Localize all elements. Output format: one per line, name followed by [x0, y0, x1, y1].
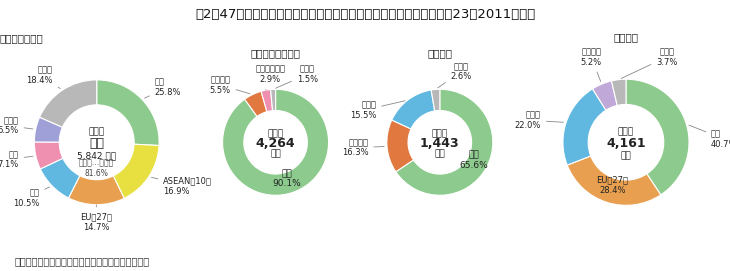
Text: アルゼンチン
2.9%: アルゼンチン 2.9%: [255, 64, 285, 90]
Text: ASEAN（10）
16.9%: ASEAN（10） 16.9%: [152, 177, 212, 196]
Wedge shape: [113, 144, 159, 198]
Wedge shape: [223, 89, 328, 195]
Text: その他
2.6%: その他 2.6%: [438, 62, 472, 88]
Text: メキシコ
5.2%: メキシコ 5.2%: [581, 47, 602, 82]
Text: 米国
65.6%: 米国 65.6%: [459, 150, 488, 170]
Text: 米国
40.7%: 米国 40.7%: [689, 125, 730, 149]
Text: ブラジル
16.3%: ブラジル 16.3%: [342, 138, 384, 157]
Wedge shape: [39, 80, 97, 127]
Wedge shape: [40, 158, 80, 198]
Text: EU（27）
14.7%: EU（27） 14.7%: [80, 205, 112, 232]
Title: （豚肉）: （豚肉）: [613, 33, 639, 42]
Text: 豪州
7.1%: 豪州 7.1%: [0, 150, 33, 169]
Title: （大豆）: （大豆）: [427, 48, 453, 58]
Wedge shape: [34, 142, 63, 169]
Text: カナダ
6.5%: カナダ 6.5%: [0, 116, 33, 136]
Text: 輸入額: 輸入額: [431, 129, 448, 138]
Text: 4,264: 4,264: [255, 137, 296, 150]
Wedge shape: [396, 89, 493, 195]
Title: （とうもろこし）: （とうもろこし）: [250, 48, 301, 58]
Wedge shape: [34, 117, 63, 142]
Text: 図2－47　我が国の主要農産物の国別輸入額割合（金額ベース、平成23（2011）年）: 図2－47 我が国の主要農産物の国別輸入額割合（金額ベース、平成23（2011）…: [195, 8, 535, 21]
Wedge shape: [563, 89, 606, 165]
Text: その他
3.7%: その他 3.7%: [621, 47, 677, 79]
Text: ブラジル
5.5%: ブラジル 5.5%: [210, 75, 250, 95]
Wedge shape: [392, 90, 434, 129]
Text: カナダ
22.0%: カナダ 22.0%: [515, 111, 564, 130]
Wedge shape: [593, 81, 618, 110]
Wedge shape: [271, 89, 275, 111]
Text: 米国
25.8%: 米国 25.8%: [145, 78, 181, 98]
Wedge shape: [69, 176, 124, 205]
Wedge shape: [387, 120, 413, 172]
Wedge shape: [626, 79, 689, 195]
Text: （農産物全体）: （農産物全体）: [0, 33, 44, 43]
Text: ６か国…地域計
81.6%: ６か国…地域計 81.6%: [79, 159, 115, 178]
Text: 輸入額: 輸入額: [88, 128, 105, 137]
Wedge shape: [96, 80, 159, 146]
Text: 4,161: 4,161: [606, 137, 646, 150]
Text: カナダ
15.5%: カナダ 15.5%: [350, 101, 405, 120]
Text: ５兆: ５兆: [89, 137, 104, 150]
Text: 億円: 億円: [270, 149, 281, 159]
Text: 資料：財務省「貲易統計」を基に農林水産省で作成: 資料：財務省「貲易統計」を基に農林水産省で作成: [15, 257, 150, 266]
Wedge shape: [567, 156, 661, 205]
Text: 中国
10.5%: 中国 10.5%: [13, 187, 50, 208]
Text: その他
1.5%: その他 1.5%: [276, 64, 318, 88]
Text: 億円: 億円: [434, 149, 445, 159]
Text: 米国
90.1%: 米国 90.1%: [273, 169, 301, 188]
Text: EU（27）
28.4%: EU（27） 28.4%: [596, 176, 629, 195]
Text: 億円: 億円: [620, 152, 631, 161]
Text: 5,842 億円: 5,842 億円: [77, 151, 116, 160]
Wedge shape: [261, 89, 272, 112]
Wedge shape: [431, 89, 440, 111]
Text: 1,443: 1,443: [420, 137, 460, 150]
Text: 輸入額: 輸入額: [618, 128, 634, 137]
Wedge shape: [612, 79, 626, 105]
Wedge shape: [245, 91, 267, 117]
Text: 輸入額: 輸入額: [267, 129, 284, 138]
Text: その他
18.4%: その他 18.4%: [26, 66, 61, 89]
